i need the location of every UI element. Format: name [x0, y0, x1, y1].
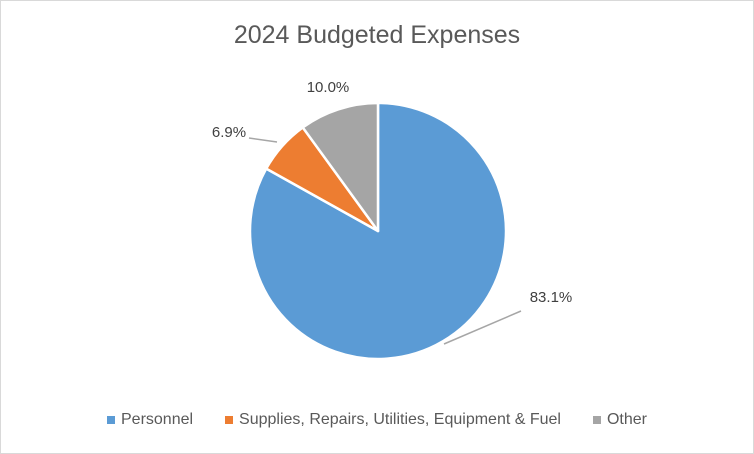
- legend-label-supplies: Supplies, Repairs, Utilities, Equipment …: [239, 411, 561, 428]
- leader-line-personnel: [443, 310, 522, 345]
- legend: Personnel Supplies, Repairs, Utilities, …: [1, 411, 753, 429]
- legend-swatch-other: [592, 416, 601, 424]
- data-label-personnel: 83.1%: [530, 289, 573, 306]
- data-label-other: 10.0%: [307, 79, 350, 96]
- legend-label-other: Other: [606, 411, 647, 428]
- legend-item-other: Other: [592, 411, 647, 429]
- data-label-supplies: 6.9%: [212, 124, 246, 141]
- legend-swatch-supplies: [225, 416, 234, 424]
- pie-slice-other: [301, 101, 380, 233]
- legend-label-personnel: Personnel: [121, 411, 194, 428]
- legend-swatch-personnel: [107, 416, 115, 424]
- leader-line-supplies: [248, 137, 278, 143]
- chart-title: 2024 Budgeted Expenses: [233, 21, 521, 49]
- legend-item-personnel: Personnel: [107, 411, 193, 429]
- legend-item-supplies: Supplies, Repairs, Utilities, Equipment …: [225, 411, 561, 429]
